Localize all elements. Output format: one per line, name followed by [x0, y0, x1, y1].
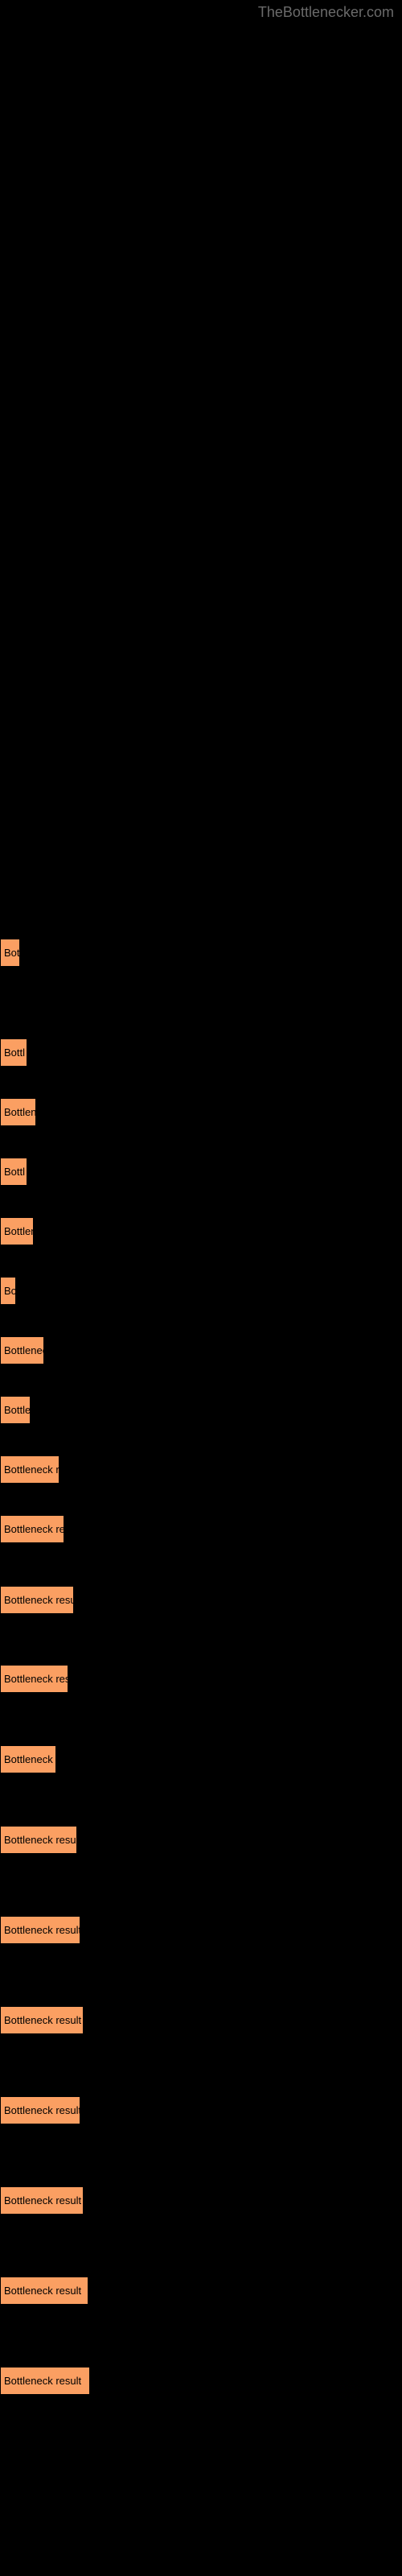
bar-label: Bottlenec [4, 1344, 44, 1356]
bar: Bottleneck result [0, 1916, 80, 1944]
bar-row: Bottl [0, 1158, 27, 1186]
bar-label: Bottleneck r [4, 1753, 56, 1765]
bar: Bottlen [0, 1098, 36, 1126]
bar-row: Bottleneck result [0, 2277, 88, 2305]
bar-row: Bottleneck result [0, 2367, 90, 2395]
bar-row: Bottleneck result [0, 2186, 84, 2215]
bar: Bottleneck re [0, 1455, 59, 1484]
bar-label: Bottleneck result [4, 1834, 77, 1846]
bar: Bottlenec [0, 1336, 44, 1364]
watermark-text: TheBottlenecker.com [258, 4, 394, 21]
bar-label: Bottleneck result [4, 2194, 81, 2207]
bar-label: Bo [4, 1285, 16, 1297]
bar-row: Bot [0, 939, 20, 967]
bar-label: Bot [4, 947, 20, 959]
bar-label: Bottleneck result [4, 1924, 80, 1936]
bar-label: Bottlen [4, 1106, 36, 1118]
bar-label: Bottleneck resu [4, 1673, 68, 1685]
bar-row: Bottleneck res [0, 1515, 64, 1543]
bar: Bottleneck result [0, 1826, 77, 1854]
bar-row: Bottle [0, 1396, 31, 1424]
bar: Bottleneck resu [0, 1665, 68, 1693]
bar-label: Bottleneck res [4, 1523, 64, 1535]
bar: Bottlen [0, 1217, 34, 1245]
bar: Bo [0, 1277, 16, 1305]
bar-row: Bottleneck result [0, 2096, 80, 2124]
bar-row: Bottleneck resu [0, 1665, 68, 1693]
bar-label: Bottlen [4, 1225, 34, 1237]
bar-row: Bottlenec [0, 1336, 44, 1364]
bar: Bottleneck result [0, 2277, 88, 2305]
bar-label: Bottleneck result [4, 2014, 81, 2026]
bar-row: Bottleneck result [0, 2006, 84, 2034]
bottleneck-chart: TheBottlenecker.com Bot Bottl Bottlen Bottl… [0, 0, 402, 2576]
bar: Bottleneck result [0, 2096, 80, 2124]
bar-row: Bo [0, 1277, 16, 1305]
bar-row: Bottleneck result [0, 1826, 77, 1854]
bar-row: Bottleneck re [0, 1455, 59, 1484]
bar-row: Bottleneck result [0, 1586, 74, 1614]
bar: Bottl [0, 1158, 27, 1186]
bar-row: Bottleneck result [0, 1916, 80, 1944]
bar: Bot [0, 939, 20, 967]
bar-label: Bottleneck result [4, 2104, 80, 2116]
bar-row: Bottl [0, 1038, 27, 1067]
bar-label: Bottl [4, 1166, 25, 1178]
bar: Bottle [0, 1396, 31, 1424]
bar-label: Bottle [4, 1404, 31, 1416]
bar-row: Bottleneck r [0, 1745, 56, 1773]
bar: Bottleneck result [0, 2186, 84, 2215]
bar: Bottleneck r [0, 1745, 56, 1773]
bar-row: Bottlen [0, 1098, 36, 1126]
bar-label: Bottleneck re [4, 1463, 59, 1476]
bar: Bottleneck result [0, 2006, 84, 2034]
bar-label: Bottl [4, 1046, 25, 1059]
bar: Bottleneck result [0, 1586, 74, 1614]
bar: Bottleneck result [0, 2367, 90, 2395]
bar: Bottl [0, 1038, 27, 1067]
bar-label: Bottleneck result [4, 2285, 81, 2297]
bar: Bottleneck res [0, 1515, 64, 1543]
bar-label: Bottleneck result [4, 1594, 74, 1606]
bar-row: Bottlen [0, 1217, 34, 1245]
bar-label: Bottleneck result [4, 2375, 81, 2387]
